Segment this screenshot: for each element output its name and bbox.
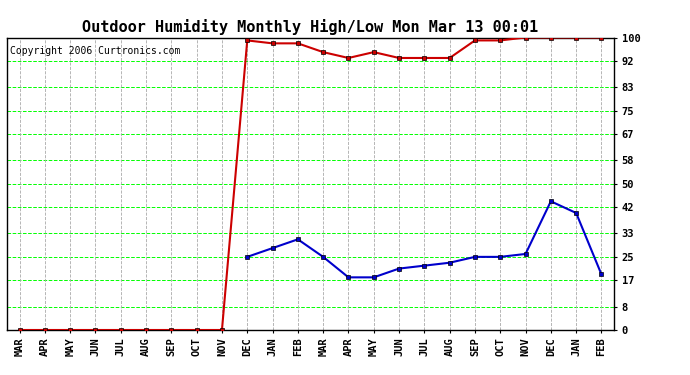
Title: Outdoor Humidity Monthly High/Low Mon Mar 13 00:01: Outdoor Humidity Monthly High/Low Mon Ma… [82,19,539,35]
Text: Copyright 2006 Curtronics.com: Copyright 2006 Curtronics.com [10,46,180,56]
